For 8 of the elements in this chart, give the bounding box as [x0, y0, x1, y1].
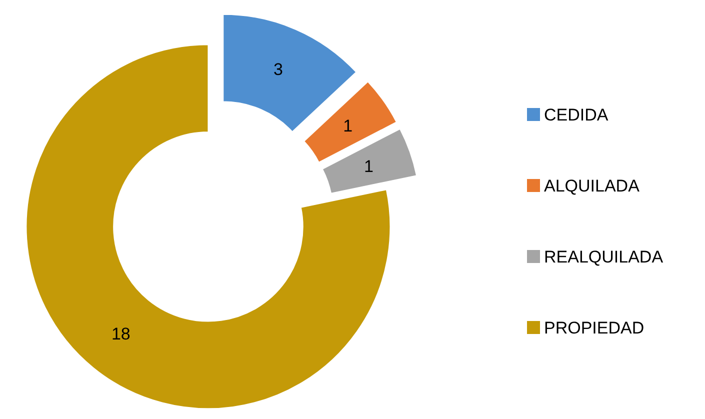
data-label: 3	[274, 60, 283, 79]
data-label: 18	[111, 324, 130, 344]
legend-label: CEDIDA	[544, 106, 609, 124]
data-label: 1	[364, 156, 374, 176]
data-label: 1	[343, 116, 353, 136]
legend-label: PROPIEDAD	[544, 318, 644, 338]
legend-label: ALQUILADA	[544, 176, 640, 196]
legend-label: REALQUILADA	[544, 248, 664, 266]
